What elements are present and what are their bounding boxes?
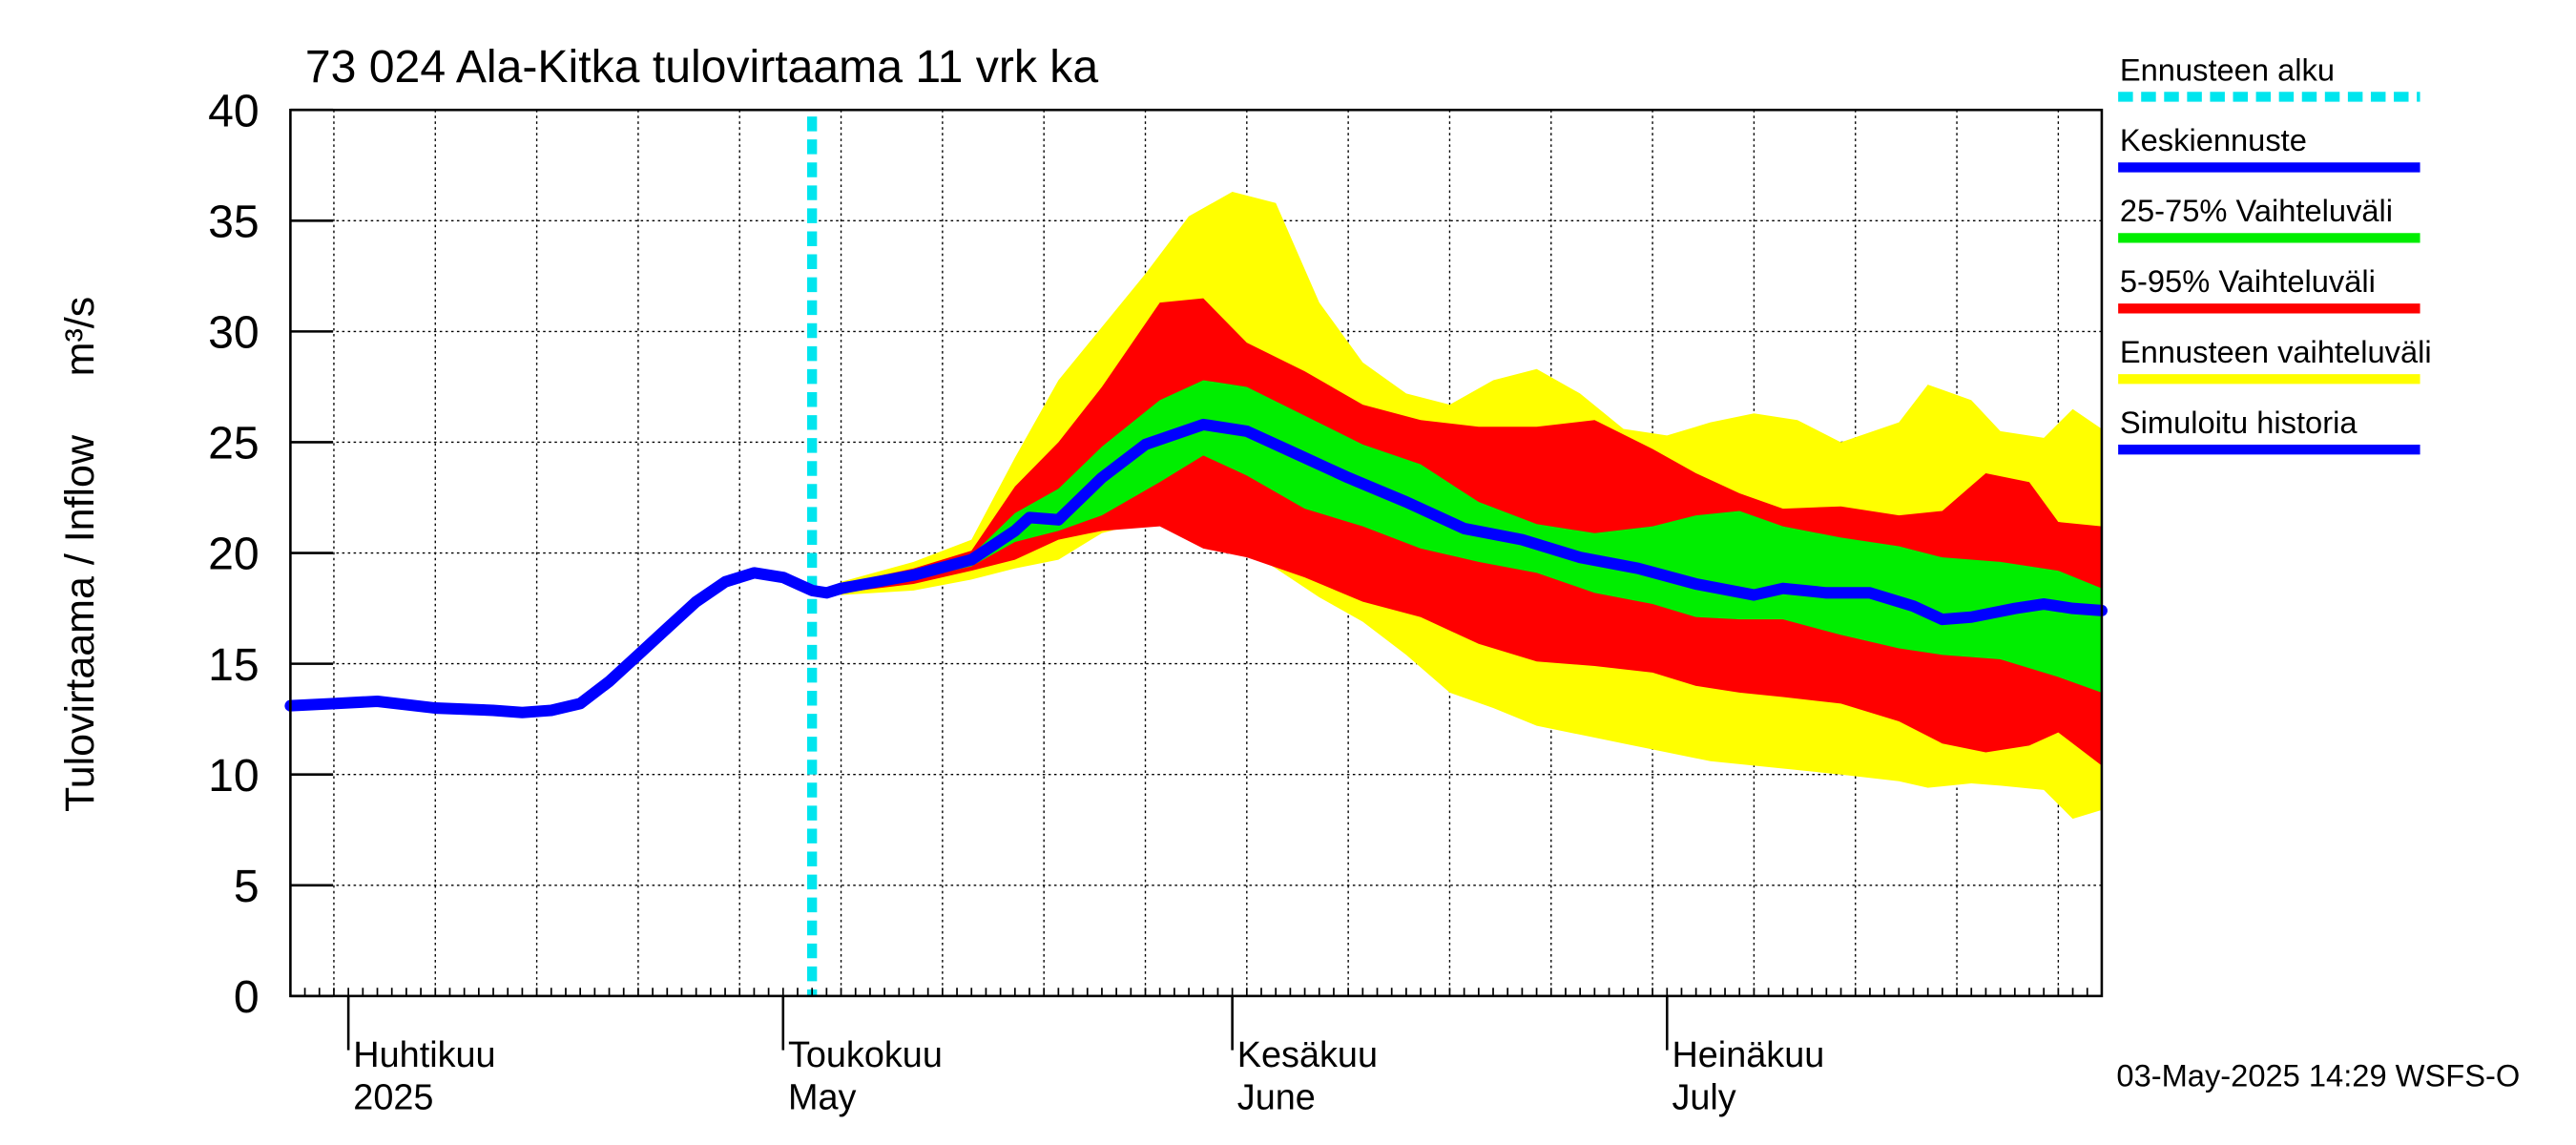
y-tick-label-25: 25 bbox=[208, 418, 260, 469]
y-tick-label-30: 30 bbox=[208, 307, 260, 359]
legend: Ennusteen alku Keskiennuste 25-75% Vaihtel… bbox=[2118, 52, 2432, 455]
legend-label: 5-95% Vaihteluväli bbox=[2120, 263, 2376, 299]
y-tick-label-35: 35 bbox=[208, 196, 260, 247]
x-month-label-fi: Heinäkuu bbox=[1672, 1035, 1824, 1075]
y-tick-label-40: 40 bbox=[208, 85, 260, 136]
legend-label: Ennusteen vaihteluväli bbox=[2120, 334, 2432, 369]
y-tick-label-0: 0 bbox=[234, 971, 260, 1023]
legend-label: Simuloitu historia bbox=[2120, 405, 2358, 440]
x-month-label-en: May bbox=[788, 1078, 857, 1118]
footer-timestamp: 03-May-2025 14:29 WSFS-O bbox=[2116, 1057, 2520, 1093]
y-tick-label-10: 10 bbox=[208, 750, 260, 802]
y-axis-label: Tulovirtaama / Inflow bbox=[57, 434, 103, 812]
median-forecast-line bbox=[835, 418, 2108, 626]
y-tick-label-20: 20 bbox=[208, 529, 260, 580]
legend-label: 25-75% Vaihteluväli bbox=[2120, 193, 2393, 228]
band-25-75 bbox=[841, 380, 2102, 693]
legend-label: Ennusteen alku bbox=[2120, 52, 2335, 87]
simulated-history-line bbox=[284, 567, 847, 718]
x-month-label-en: 2025 bbox=[353, 1078, 433, 1118]
chart-title: 73 024 Ala-Kitka tulovirtaama 11 vrk ka bbox=[305, 41, 1099, 93]
y-tick-label-5: 5 bbox=[234, 861, 260, 912]
y-axis-unit: m³/s bbox=[57, 297, 103, 377]
plot-area: 0510152025303540Huhtikuu2025ToukokuuMayK… bbox=[208, 85, 2108, 1118]
x-month-label-fi: Huhtikuu bbox=[353, 1035, 495, 1075]
legend-label: Keskiennuste bbox=[2120, 122, 2307, 157]
y-tick-label-15: 15 bbox=[208, 639, 260, 691]
x-month-label-fi: Kesäkuu bbox=[1237, 1035, 1378, 1075]
x-month-label-fi: Toukokuu bbox=[788, 1035, 943, 1075]
x-month-label-en: July bbox=[1672, 1078, 1735, 1118]
x-month-label-en: June bbox=[1237, 1078, 1316, 1118]
